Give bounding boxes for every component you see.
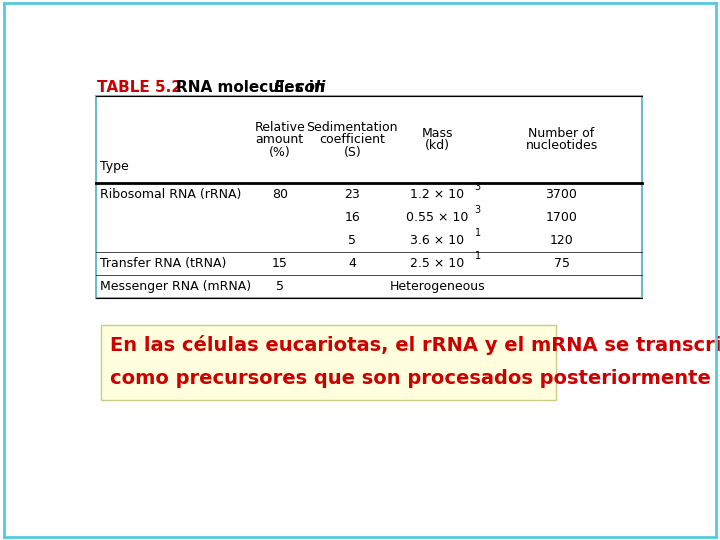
Text: RNA molecules in: RNA molecules in <box>176 80 330 95</box>
Text: 23: 23 <box>344 188 360 201</box>
Text: amount: amount <box>256 133 304 146</box>
Text: como precursores que son procesados posteriormente: como precursores que son procesados post… <box>109 369 711 388</box>
Text: 4: 4 <box>348 257 356 270</box>
Text: 5: 5 <box>276 280 284 293</box>
Text: Number of: Number of <box>528 127 595 140</box>
Text: 16: 16 <box>344 211 360 224</box>
Text: 75: 75 <box>554 257 570 270</box>
Text: 3.6 × 10: 3.6 × 10 <box>410 234 464 247</box>
Text: 120: 120 <box>549 234 573 247</box>
Text: 3: 3 <box>474 205 480 215</box>
Text: Transfer RNA (tRNA): Transfer RNA (tRNA) <box>100 257 226 270</box>
Text: 3700: 3700 <box>546 188 577 201</box>
Text: (S): (S) <box>343 146 361 159</box>
Text: 2.5 × 10: 2.5 × 10 <box>410 257 464 270</box>
Text: 15: 15 <box>271 257 288 270</box>
Text: coefficient: coefficient <box>320 133 385 146</box>
Text: Relative: Relative <box>254 120 305 134</box>
Text: 80: 80 <box>271 188 288 201</box>
Text: 1700: 1700 <box>546 211 577 224</box>
Text: E. coli: E. coli <box>274 80 325 95</box>
Text: nucleotides: nucleotides <box>526 139 598 152</box>
Text: Heterogeneous: Heterogeneous <box>390 280 485 293</box>
Text: 1: 1 <box>474 251 480 261</box>
Text: 1.2 × 10: 1.2 × 10 <box>410 188 464 201</box>
Text: TABLE 5.2: TABLE 5.2 <box>97 80 182 95</box>
Text: (%): (%) <box>269 146 291 159</box>
Text: En las células eucariotas, el rRNA y el mRNA se transcriben: En las células eucariotas, el rRNA y el … <box>109 335 720 355</box>
Text: Mass: Mass <box>422 127 453 140</box>
Text: 3: 3 <box>474 183 480 192</box>
Text: Messenger RNA (mRNA): Messenger RNA (mRNA) <box>100 280 251 293</box>
Text: Ribosomal RNA (rRNA): Ribosomal RNA (rRNA) <box>100 188 241 201</box>
Text: 5: 5 <box>348 234 356 247</box>
Text: Sedimentation: Sedimentation <box>307 120 398 134</box>
Text: (kd): (kd) <box>425 139 450 152</box>
Text: 0.55 × 10: 0.55 × 10 <box>406 211 469 224</box>
Text: 1: 1 <box>474 228 480 238</box>
Text: Type: Type <box>100 160 129 173</box>
